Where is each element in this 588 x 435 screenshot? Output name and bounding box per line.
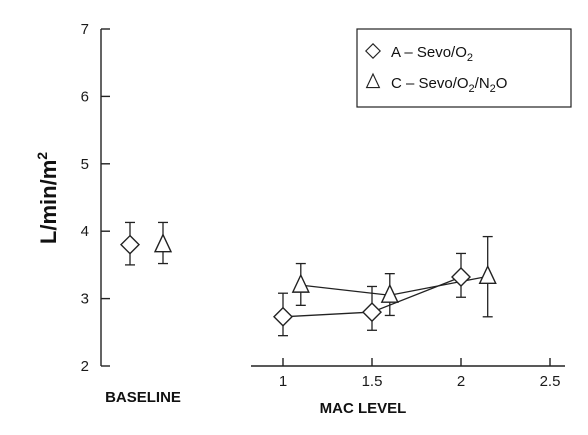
triangle-data-point: [380, 283, 399, 303]
y-tick-label: 6: [81, 88, 89, 105]
x-axis-title: MAC LEVEL: [320, 400, 407, 417]
triangle-data-point: [291, 273, 310, 293]
diamond-data-point: [273, 306, 293, 327]
x-tick-label: 2: [457, 373, 465, 390]
baseline-triangle-marker: [153, 233, 173, 253]
legend-box: [356, 28, 572, 108]
y-axis-title: L/min/m2: [34, 152, 61, 244]
legend-triangle-marker: [365, 72, 381, 89]
x-tick-label: 1: [279, 373, 287, 390]
diamond-data-point: [451, 267, 471, 288]
axis-labels: 2 3 4 5 6 7 1 1.5 2 2.5 L/min/m2 MAC LEVEL BASELINE: [34, 21, 560, 417]
y-tick-label: 5: [81, 156, 89, 173]
legend-label: C – Sevo/O2/N2O: [391, 75, 507, 95]
legend-diamond-marker: [365, 43, 381, 59]
y-tick-label: 3: [81, 291, 89, 308]
legend: A – Sevo/O2 C – Sevo/O2/N2O: [356, 28, 572, 108]
baseline-diamond-marker: [120, 234, 140, 255]
diamond-data-point: [362, 302, 382, 323]
x-tick-label: 2.5: [540, 373, 561, 390]
y-tick-label: 4: [81, 223, 89, 240]
y-tick-label: 7: [81, 21, 89, 38]
markers: [120, 233, 497, 327]
baseline-label: BASELINE: [105, 389, 181, 406]
triangle-data-point: [478, 264, 497, 285]
axes: [100, 28, 565, 367]
legend-label: A – Sevo/O2: [391, 44, 473, 64]
x-tick-label: 1.5: [362, 373, 383, 390]
error-bars: [125, 221, 493, 337]
y-tick-label: 2: [81, 358, 89, 375]
